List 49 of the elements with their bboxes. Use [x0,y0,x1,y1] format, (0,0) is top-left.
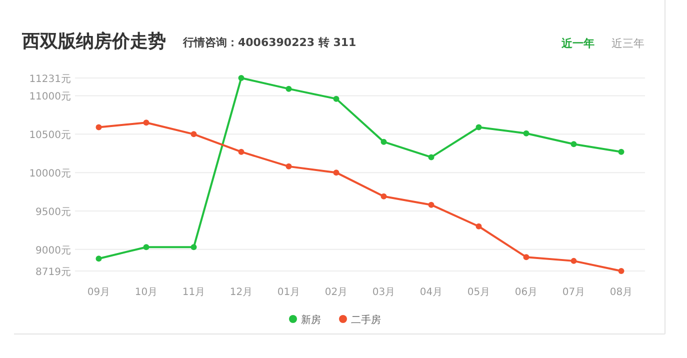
point [238,75,244,81]
point [618,268,624,274]
point [143,244,150,250]
chart-subtitle: 行情咨询：4006390223 转 311 [182,36,356,49]
y-tick-label: 9000元 [36,245,71,256]
point [618,148,624,155]
point [333,96,340,102]
x-tick-label: 06月 [514,287,538,298]
point [570,141,577,148]
point [96,256,102,262]
y-tick-label: 11000元 [29,92,71,103]
point [428,154,434,160]
x-tick-label: 04月 [420,287,443,298]
point [476,223,482,230]
x-tick-label: 03月 [372,287,396,298]
x-tick-label: 09月 [87,287,110,298]
x-tick-label: 11月 [182,287,206,298]
legend-label: 二手房 [351,314,381,326]
point [286,86,292,92]
point [476,124,482,130]
x-tick-label: 05月 [467,287,490,298]
point [333,170,340,176]
point [380,138,387,145]
x-tick-label: 02月 [324,287,348,298]
text: 近一年 [560,37,594,50]
x-tick-label: 07月 [562,287,586,298]
point [238,148,244,155]
point [428,202,434,208]
point [96,124,102,130]
point [190,244,197,250]
legend-label: 新房 [301,314,321,326]
point [523,130,530,136]
x-tick-label: 10月 [134,287,158,298]
point [523,254,530,260]
point [286,163,292,170]
y-tick-label: 8719元 [36,267,71,278]
text: 近三年 [612,37,644,50]
y-tick-label: 11231元 [29,74,71,85]
x-tick-label: 01月 [277,287,300,298]
point [190,131,197,138]
y-tick-label: 9500元 [36,206,71,218]
chart-title: 西双版纳房价走势 [21,31,166,52]
x-tick-label: 12月 [230,287,253,298]
point [570,258,577,264]
point [143,120,150,126]
point [380,193,387,200]
x-tick-label: 08月 [610,287,633,298]
y-tick-label: 10500元 [29,130,71,142]
y-tick-label: 10000元 [29,168,71,180]
